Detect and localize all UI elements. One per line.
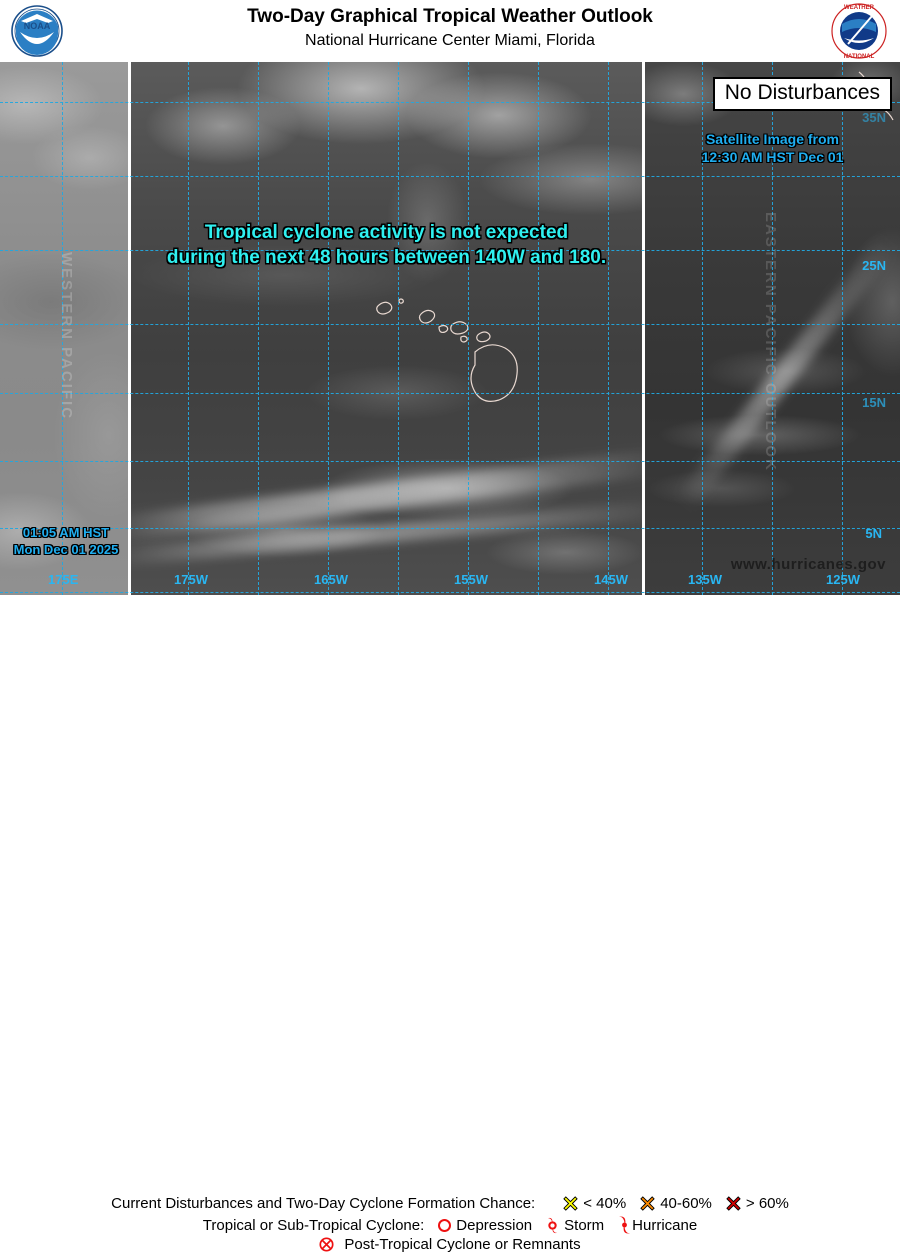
lat-label-25n: 25N — [862, 258, 886, 273]
storm-icon — [546, 1217, 559, 1234]
cloud-texture-west — [0, 62, 128, 595]
legend-item-depression: Depression — [438, 1217, 532, 1234]
svg-text:NOAA: NOAA — [24, 21, 51, 31]
satellite-image-timestamp: Satellite Image from 12:30 AM HST Dec 01 — [645, 130, 900, 166]
legend-row-post-tropical: Post-Tropical Cyclone or Remnants — [0, 1236, 900, 1253]
x-red-icon — [726, 1196, 741, 1211]
timestamp-line-1: 01:05 AM HST — [22, 525, 110, 540]
legend-label-storm: Storm — [564, 1216, 605, 1234]
legend-item-medium-chance: 40-60% — [640, 1195, 712, 1212]
noaa-logo: NOAA — [8, 4, 66, 58]
watermark-western-pacific: WESTERN PACIFIC — [58, 252, 75, 421]
depression-icon — [438, 1218, 452, 1232]
legend-row-cyclone-types: Tropical or Sub-Tropical Cyclone: Depres… — [0, 1216, 900, 1234]
legend-item-low-chance: < 40% — [563, 1195, 626, 1212]
outlook-message: Tropical cyclone activity is not expecte… — [131, 220, 642, 270]
legend-label-post-tropical: Post-Tropical Cyclone or Remnants — [344, 1236, 581, 1253]
x-orange-icon — [640, 1196, 655, 1211]
satellite-map[interactable]: WESTERN PACIFIC EASTERN PACIFIC OUTLOOK … — [0, 62, 900, 595]
panel-divider-right — [642, 62, 645, 595]
legend-label-medium-chance: 40-60% — [660, 1195, 712, 1212]
x-yellow-icon — [563, 1196, 578, 1211]
lon-label-135w: 135W — [688, 572, 722, 587]
lon-label-125w: 125W — [826, 572, 860, 587]
page-header: NOAA Two-Day Graphical Tropical Weather … — [0, 0, 900, 62]
satellite-line-1: Satellite Image from — [705, 131, 840, 147]
lon-label-165w: 165W — [314, 572, 348, 587]
lon-label-155w: 155W — [454, 572, 488, 587]
map-timestamp: 01:05 AM HST Mon Dec 01 2025 — [6, 524, 126, 558]
legend-label-low-chance: < 40% — [583, 1195, 627, 1212]
svg-text:WEATHER: WEATHER — [844, 5, 875, 11]
website-watermark: www.hurricanes.gov — [730, 556, 886, 573]
outlook-line-2: during the next 48 hours between 140W an… — [166, 247, 607, 268]
outlook-line-1: Tropical cyclone activity is not expecte… — [204, 222, 569, 243]
lon-label-145w: 145W — [594, 572, 628, 587]
legend-row-formation-chance: Current Disturbances and Two-Day Cyclone… — [0, 1195, 900, 1212]
lat-label-5n: 5N — [865, 526, 882, 541]
legend-item-storm: Storm — [546, 1217, 604, 1234]
page-subtitle: National Hurricane Center Miami, Florida — [305, 32, 595, 49]
legend-label-hurricane: Hurricane — [632, 1216, 698, 1234]
hurricane-icon — [618, 1216, 631, 1234]
legend-formation-chance-label: Current Disturbances and Two-Day Cyclone… — [111, 1195, 536, 1212]
legend-label-depression: Depression — [456, 1216, 533, 1234]
page-title: Two-Day Graphical Tropical Weather Outlo… — [247, 6, 653, 27]
legend-item-hurricane: Hurricane — [618, 1216, 697, 1234]
map-panel-western-pacific[interactable] — [0, 62, 128, 595]
lon-label-175e: 175E — [48, 572, 79, 587]
legend: Current Disturbances and Two-Day Cyclone… — [0, 595, 900, 1253]
svg-text:NATIONAL: NATIONAL — [844, 54, 875, 60]
satellite-line-2: 12:30 AM HST Dec 01 — [701, 149, 844, 165]
timestamp-line-2: Mon Dec 01 2025 — [13, 542, 119, 557]
hawaiian-islands-outline — [376, 298, 518, 402]
legend-label-high-chance: > 60% — [745, 1195, 789, 1212]
lat-label-15n: 15N — [862, 395, 886, 410]
nws-logo: WEATHER NATIONAL — [826, 2, 892, 60]
post-tropical-icon — [319, 1237, 334, 1252]
watermark-eastern-pacific-outlook: EASTERN PACIFIC OUTLOOK — [762, 212, 779, 472]
lon-label-175w: 175W — [174, 572, 208, 587]
legend-item-high-chance: > 60% — [726, 1195, 789, 1212]
no-disturbances-banner: No Disturbances — [712, 77, 892, 111]
map-panel-central-pacific[interactable] — [131, 62, 642, 595]
panel-divider-left — [128, 62, 131, 595]
lat-label-35n: 35N — [862, 110, 886, 125]
legend-cyclone-type-label: Tropical or Sub-Tropical Cyclone: — [202, 1216, 425, 1234]
